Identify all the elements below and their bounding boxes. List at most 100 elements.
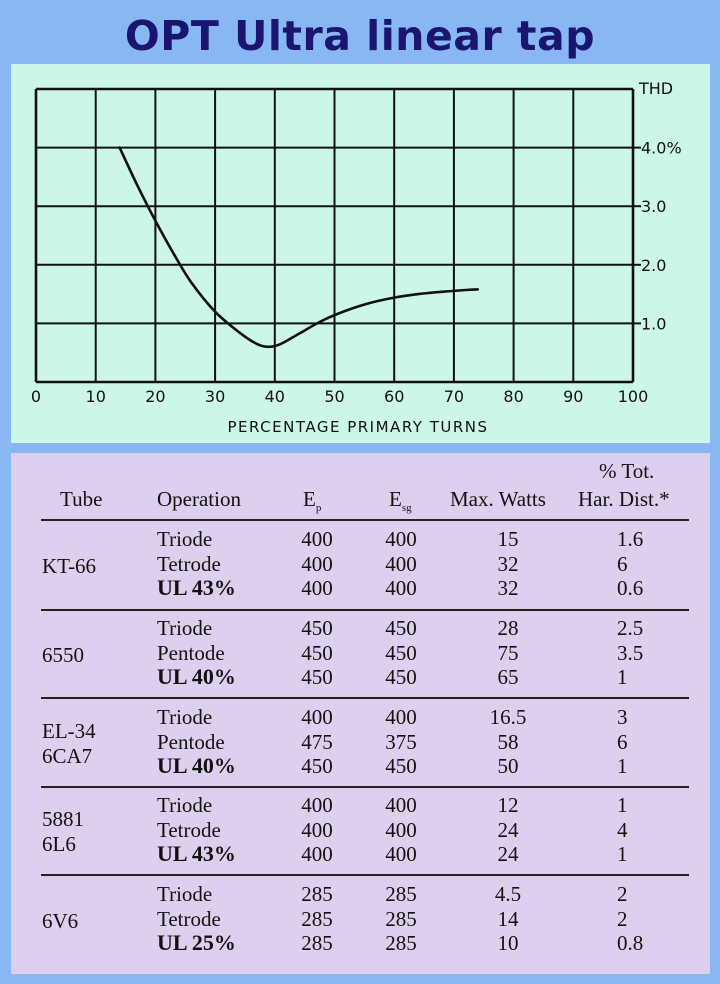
header-thd-line2: Har. Dist.* xyxy=(578,487,670,511)
x-tick-label: 100 xyxy=(618,387,649,406)
thd-curve xyxy=(118,146,480,349)
page-title: OPT Ultra linear tap xyxy=(124,12,596,60)
max-watts-cell: 24 xyxy=(497,817,519,842)
tube-table: Tube Operation Ep Esg Max. Watts % Tot. … xyxy=(11,453,710,974)
max-watts-cell: 14 xyxy=(497,906,519,931)
thd-cell: 6 xyxy=(617,729,628,754)
y-axis-label: THD xyxy=(638,79,673,98)
esg-cell: 450 xyxy=(385,616,417,640)
ep-cell: 450 xyxy=(301,616,333,640)
y-tick-label: 4.0% xyxy=(641,139,682,158)
ep-cell: 475 xyxy=(301,729,333,754)
header-max-watts: Max. Watts xyxy=(450,487,546,511)
ep-cell: 400 xyxy=(301,793,333,817)
tube-name: 6550 xyxy=(42,642,84,667)
operation-cell: Tetrode xyxy=(157,817,221,842)
operation-cell: Triode xyxy=(157,527,213,551)
esg-cell: 400 xyxy=(385,576,417,600)
operation-cell: Triode xyxy=(157,705,213,729)
ep-cell: 285 xyxy=(301,882,333,906)
esg-cell: 375 xyxy=(385,729,417,754)
thd-cell: 1 xyxy=(617,842,628,866)
header-ep: Ep xyxy=(303,487,322,515)
ep-cell: 400 xyxy=(301,576,333,600)
ep-cell: 285 xyxy=(301,906,333,931)
tube-name: KT-66 xyxy=(42,553,97,578)
max-watts-cell: 32 xyxy=(497,551,519,576)
y-tick-label: 3.0 xyxy=(641,197,666,216)
tube-name: EL-34 xyxy=(42,719,96,744)
x-tick-label: 40 xyxy=(265,387,285,406)
esg-cell: 450 xyxy=(385,754,417,778)
x-tick-label: 10 xyxy=(86,387,106,406)
max-watts-cell: 50 xyxy=(497,754,519,778)
ep-cell: 400 xyxy=(301,817,333,842)
row-divider xyxy=(41,874,689,876)
tube-name: 6L6 xyxy=(42,831,76,856)
thd-cell: 1.6 xyxy=(617,527,644,551)
max-watts-cell: 28 xyxy=(497,616,519,640)
operation-cell: Triode xyxy=(157,616,213,640)
x-tick-label: 20 xyxy=(145,387,165,406)
esg-cell: 285 xyxy=(385,906,417,931)
esg-cell: 400 xyxy=(385,793,417,817)
ep-cell: 450 xyxy=(301,665,333,689)
thd-cell: 4 xyxy=(617,817,628,842)
ep-cell: 400 xyxy=(301,527,333,551)
esg-cell: 285 xyxy=(385,931,417,955)
operation-cell: Triode xyxy=(157,793,213,817)
ep-cell: 400 xyxy=(301,842,333,866)
header-esg: Esg xyxy=(389,487,412,515)
ep-cell: 400 xyxy=(301,705,333,729)
ep-cell: 400 xyxy=(301,551,333,576)
max-watts-cell: 4.5 xyxy=(494,882,522,906)
thd-cell: 0.6 xyxy=(617,576,644,600)
thd-cell: 0.8 xyxy=(617,931,644,955)
max-watts-cell: 32 xyxy=(497,576,519,600)
x-tick-label: 60 xyxy=(384,387,404,406)
x-tick-label: 80 xyxy=(503,387,523,406)
y-tick-label: 1.0 xyxy=(641,314,666,333)
header-thd-line1: % Tot. xyxy=(599,459,655,483)
y-tick-label: 2.0 xyxy=(641,256,666,275)
operation-cell: Pentode xyxy=(157,640,225,665)
ep-cell: 285 xyxy=(301,931,333,955)
header-tube: Tube xyxy=(60,487,103,511)
esg-cell: 400 xyxy=(385,527,417,551)
thd-cell: 1 xyxy=(617,665,628,689)
esg-cell: 400 xyxy=(385,551,417,576)
max-watts-cell: 58 xyxy=(497,729,519,754)
row-divider xyxy=(41,519,689,521)
thd-cell: 3.5 xyxy=(617,640,644,665)
esg-cell: 450 xyxy=(385,665,417,689)
row-divider xyxy=(41,697,689,699)
esg-cell: 400 xyxy=(385,705,417,729)
esg-cell: 400 xyxy=(385,817,417,842)
x-tick-label: 0 xyxy=(31,387,41,406)
row-divider xyxy=(41,786,689,788)
thd-cell: 2 xyxy=(617,906,628,931)
x-tick-label: 50 xyxy=(324,387,344,406)
row-divider xyxy=(41,609,689,611)
operation-cell: UL 43% xyxy=(157,841,236,866)
header-operation: Operation xyxy=(157,487,241,511)
operation-cell: UL 25% xyxy=(157,930,236,955)
thd-cell: 1 xyxy=(617,793,628,817)
ep-cell: 450 xyxy=(301,640,333,665)
max-watts-cell: 75 xyxy=(497,640,519,665)
x-tick-label: 70 xyxy=(444,387,464,406)
operation-cell: Triode xyxy=(157,882,213,906)
operation-cell: UL 40% xyxy=(157,753,236,778)
operation-cell: Pentode xyxy=(157,729,225,754)
tube-name: 6CA7 xyxy=(42,743,93,768)
max-watts-cell: 10 xyxy=(497,931,519,955)
thd-cell: 2.5 xyxy=(617,616,644,640)
x-tick-label: 30 xyxy=(205,387,225,406)
operation-cell: Tetrode xyxy=(157,906,221,931)
esg-cell: 400 xyxy=(385,842,417,866)
operation-cell: Tetrode xyxy=(157,551,221,576)
thd-cell: 1 xyxy=(617,754,628,778)
max-watts-cell: 15 xyxy=(497,527,519,551)
chart-panel: 0 10 20 30 40 50 60 70 80 90 100 1.0 2.0 3.0 4.0% THD … xyxy=(11,64,710,443)
